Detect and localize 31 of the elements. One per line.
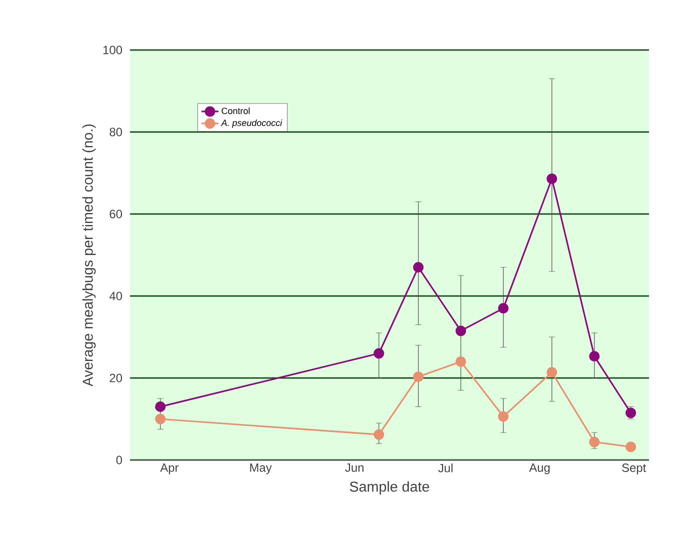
x-tick-label: Jul (438, 464, 452, 472)
x-tick-label: Jun (345, 464, 364, 472)
point (498, 411, 509, 422)
y-axis-title: Average mealybugs per timed count (no.) (82, 124, 96, 386)
y-tick-label: 0 (116, 456, 122, 464)
point (546, 173, 558, 184)
point (589, 350, 600, 362)
y-tick-label: 40 (109, 292, 122, 300)
point (374, 348, 384, 359)
point (498, 303, 509, 314)
x-tick-label: Aug (529, 464, 550, 474)
y-tick-label: 80 (110, 128, 122, 136)
legend-label: A. pseudococci (220, 119, 282, 128)
x-axis-title: Sample date (350, 481, 430, 495)
x-tick-label: Apr (160, 464, 179, 474)
point (626, 408, 636, 418)
point (626, 442, 636, 452)
point (413, 262, 424, 273)
point (155, 414, 166, 424)
legend-label: Control (222, 107, 250, 114)
point (546, 366, 558, 378)
point (155, 401, 166, 412)
point (374, 429, 384, 440)
point (456, 326, 466, 336)
point (456, 356, 466, 367)
point (413, 371, 424, 382)
y-tick-label: 60 (110, 210, 122, 218)
x-tick-label: May (250, 464, 272, 474)
x-tick-label: Sept (622, 464, 646, 474)
y-tick-label: 100 (103, 46, 122, 54)
y-tick-label: 20 (110, 374, 122, 382)
